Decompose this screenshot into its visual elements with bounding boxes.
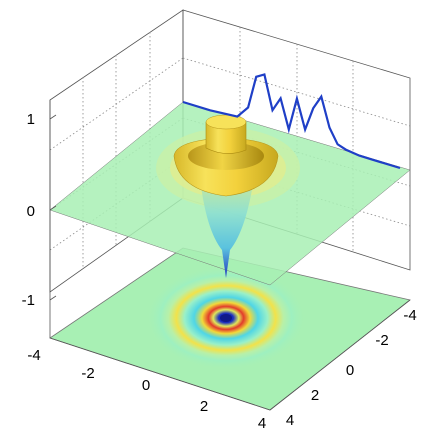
- x-axis: -4 -2 0 2 4: [27, 337, 271, 432]
- y-axis: -4 -2 0 2 4: [269, 299, 417, 429]
- z-tick-label: 1: [27, 111, 35, 128]
- x-tick-label: 0: [142, 377, 150, 394]
- x-axis-line: [49, 337, 271, 411]
- center-peak-top: [205, 114, 247, 130]
- x-tick-label: -2: [81, 365, 94, 382]
- x-tick-label: 4: [258, 415, 266, 432]
- z-tick-label: 0: [27, 203, 35, 220]
- y-tick-label: -4: [403, 307, 416, 324]
- floor-contour-plane: [49, 247, 411, 411]
- funnel-spike: [200, 178, 254, 278]
- y-tick-label: 0: [346, 362, 354, 379]
- z-axis: 1 0 -1: [22, 100, 57, 338]
- z-ticks: [49, 114, 57, 301]
- y-tick-label: 4: [286, 412, 294, 429]
- z-tick-label: -1: [22, 292, 35, 309]
- y-tick-label: -2: [375, 332, 388, 349]
- x-tick-label: -4: [27, 347, 40, 364]
- floor-contour-center: [220, 314, 232, 322]
- mid-surface-plane: [49, 101, 411, 286]
- y-axis-line: [269, 299, 411, 411]
- projection-curve-group: [182, 73, 401, 170]
- y-tick-label: 2: [311, 387, 319, 404]
- projection-curve: [182, 73, 401, 170]
- x-tick-label: 2: [200, 398, 208, 415]
